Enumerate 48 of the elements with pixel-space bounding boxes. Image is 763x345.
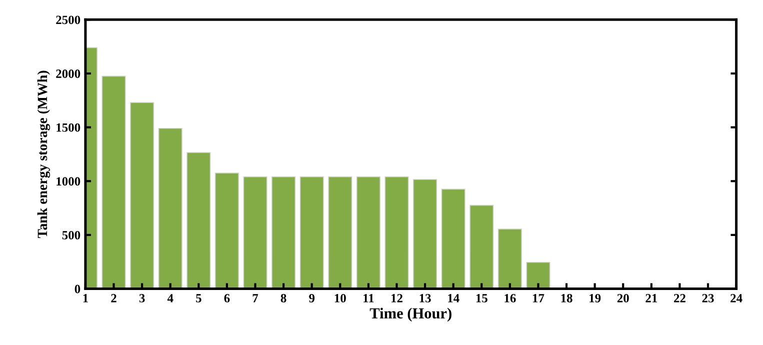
bar (470, 204, 494, 289)
x-axis-title: Time (Hour) (370, 308, 452, 322)
x-tick-label: 21 (646, 294, 658, 302)
x-tick-label: 12 (391, 294, 402, 302)
y-tick-label: 2000 (56, 70, 80, 78)
bar (413, 179, 438, 289)
bar (384, 176, 409, 289)
y-tick-label: 0 (74, 284, 80, 294)
bar (272, 176, 296, 289)
x-tick-label: 9 (309, 294, 315, 302)
x-tick-label: 13 (420, 294, 431, 302)
y-axis-title: Tank energy storage (MWh) (37, 70, 50, 238)
y-tick-label: 2500 (56, 16, 80, 24)
bar (300, 176, 324, 289)
x-tick-label: 18 (561, 294, 572, 302)
bar (328, 176, 352, 289)
y-tick-label: 500 (62, 230, 80, 240)
x-tick-label: 19 (590, 294, 601, 302)
y-tick-label: 1500 (56, 123, 80, 132)
bar (356, 176, 380, 289)
x-tick-label: 23 (702, 294, 714, 302)
x-tick-label: 22 (674, 294, 686, 302)
bar (130, 102, 154, 289)
x-tick-label: 10 (334, 294, 346, 302)
x-tick-label: 16 (504, 294, 516, 302)
bar (102, 76, 126, 289)
x-tick-label: 11 (364, 294, 374, 302)
bar (243, 176, 268, 289)
bar (441, 188, 466, 289)
x-tick-label: 6 (224, 294, 230, 302)
x-tick-label: 2 (111, 294, 116, 302)
bar (186, 152, 211, 289)
x-tick-label: 3 (139, 294, 145, 302)
x-tick-label: 20 (617, 294, 629, 302)
bar (498, 228, 522, 289)
x-tick-label: 17 (532, 294, 544, 302)
bar (214, 172, 239, 289)
x-tick-label: 15 (476, 294, 488, 302)
x-tick-label: 24 (730, 294, 742, 302)
y-tick-label: 1000 (56, 177, 80, 186)
bar (158, 128, 182, 289)
x-tick-label: 5 (196, 294, 202, 302)
x-tick-label: 4 (167, 294, 174, 302)
x-tick-label: 14 (448, 294, 460, 302)
x-tick-label: 1 (83, 294, 88, 302)
x-tick-label: 8 (280, 294, 286, 302)
bar (526, 262, 550, 289)
x-tick-label: 7 (252, 294, 258, 302)
